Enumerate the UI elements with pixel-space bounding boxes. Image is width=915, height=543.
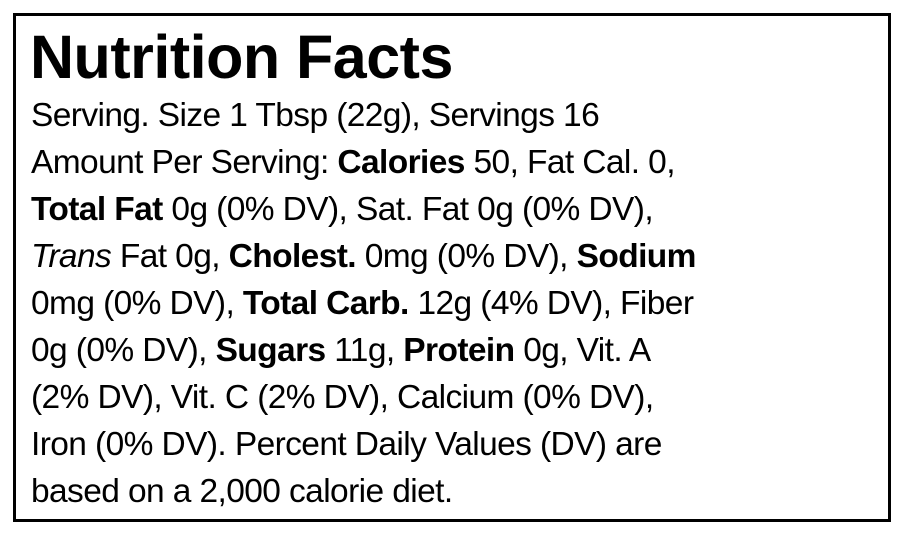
text-run: 0mg (0% DV), bbox=[356, 238, 577, 275]
text-line: (2% DV), Vit. C (2% DV), Calcium (0% DV)… bbox=[31, 374, 881, 421]
text-run: Fat 0g, bbox=[111, 238, 229, 275]
text-run: (2% DV), Vit. C (2% DV), Calcium (0% DV)… bbox=[31, 379, 654, 416]
nutrition-facts-text: Serving. Size 1 Tbsp (22g), Servings 16 … bbox=[31, 92, 881, 515]
text-run: 11g, bbox=[325, 332, 404, 369]
nutrient-name: Protein bbox=[403, 332, 515, 369]
text-line: Serving. Size 1 Tbsp (22g), Servings 16 bbox=[31, 92, 881, 139]
nutrition-facts-title: Nutrition Facts bbox=[30, 23, 453, 91]
nutrient-name: Cholest. bbox=[228, 238, 357, 275]
text-line: Amount Per Serving: Calories 50, Fat Cal… bbox=[31, 139, 881, 186]
nutrient-name: Calories bbox=[337, 144, 465, 181]
text-run: 0mg (0% DV), bbox=[31, 285, 243, 322]
text-line: based on a 2,000 calorie diet. bbox=[31, 468, 881, 515]
text-run: 0g (0% DV), Sat. Fat 0g (0% DV), bbox=[162, 191, 654, 228]
text-run: 12g (4% DV), Fiber bbox=[408, 285, 694, 322]
text-run: 0g, Vit. A bbox=[514, 332, 651, 369]
text-line: 0mg (0% DV), Total Carb. 12g (4% DV), Fi… bbox=[31, 280, 881, 327]
text-line: Trans Fat 0g, Cholest. 0mg (0% DV), Sodi… bbox=[31, 233, 881, 280]
text-run: Amount Per Serving: bbox=[31, 144, 338, 181]
nutrient-name: Sugars bbox=[215, 332, 327, 369]
nutrient-name: Total Carb. bbox=[242, 285, 409, 322]
nutrient-name: Sodium bbox=[576, 238, 697, 275]
text-line: 0g (0% DV), Sugars 11g, Protein 0g, Vit.… bbox=[31, 327, 881, 374]
text-line: Total Fat 0g (0% DV), Sat. Fat 0g (0% DV… bbox=[31, 186, 881, 233]
trans-label: Trans bbox=[31, 238, 112, 275]
text-run: 50, Fat Cal. 0, bbox=[464, 144, 676, 181]
text-run: Iron (0% DV). Percent Daily Values (DV) … bbox=[31, 426, 662, 463]
serving-info: Serving. Size 1 Tbsp (22g), Servings 16 bbox=[31, 97, 600, 134]
text-run: based on a 2,000 calorie diet. bbox=[31, 473, 453, 510]
nutrition-facts-panel: Nutrition Facts Serving. Size 1 Tbsp (22… bbox=[13, 13, 891, 522]
text-line: Iron (0% DV). Percent Daily Values (DV) … bbox=[31, 421, 881, 468]
nutrient-name: Total Fat bbox=[31, 191, 163, 228]
text-run: 0g (0% DV), bbox=[31, 332, 216, 369]
